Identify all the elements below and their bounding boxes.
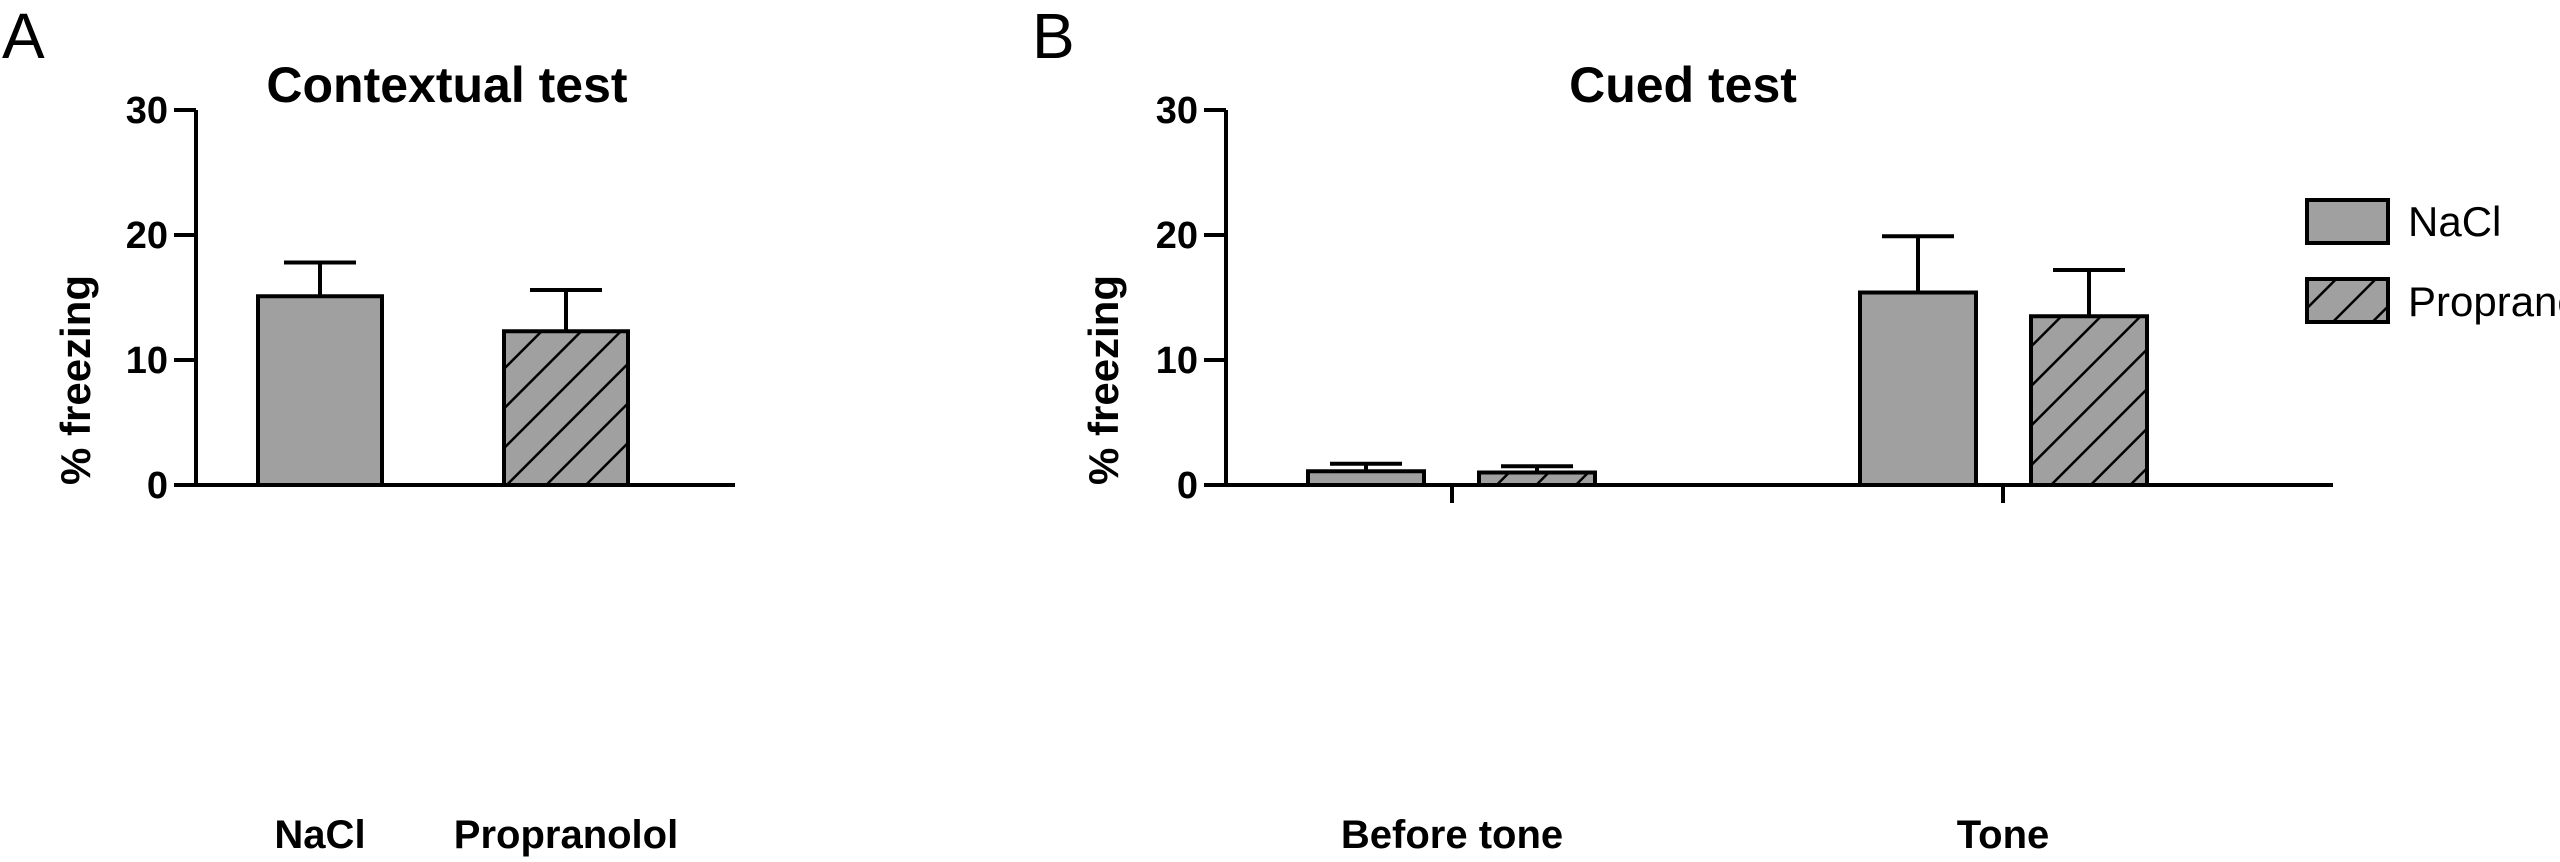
- panel-a: A Contextual test % freezing 0 10 20 30 NaCl…: [2, 0, 735, 857]
- panel-letter-a: A: [2, 0, 45, 72]
- x-tick-label: Before tone: [1341, 813, 1563, 857]
- y-axis-label-a: % freezing: [52, 275, 99, 485]
- bar-propranolol-before-tone: [1477, 470, 1597, 487]
- y-tick-label: 0: [147, 465, 168, 507]
- y-tick-label: 10: [126, 340, 168, 382]
- y-tick-label: 10: [1156, 340, 1198, 382]
- y-tick-label: 20: [1156, 215, 1198, 257]
- legend-label-nacl: NaCl: [2408, 198, 2501, 245]
- bar-nacl-tone: [1858, 290, 1978, 487]
- y-tick-label: 0: [1177, 465, 1198, 507]
- panel-b: B Cued test % freezing 0 10 20 30 Before ton…: [1032, 0, 2333, 857]
- legend-swatch-nacl: [2305, 198, 2390, 245]
- bars-a: [256, 260, 630, 487]
- x-tick-label: NaCl: [274, 813, 365, 857]
- legend: NaCl Propranolol: [2305, 198, 2560, 325]
- panel-letter-b: B: [1032, 0, 1075, 72]
- bars-b: [1306, 234, 2149, 487]
- y-tick-label: 20: [126, 215, 168, 257]
- y-axis-label-b: % freezing: [1080, 275, 1127, 485]
- bar-nacl: [256, 294, 384, 487]
- chart-title-a: Contextual test: [266, 57, 628, 113]
- x-tick-label: Propranolol: [454, 813, 678, 857]
- bar-propranolol: [502, 329, 630, 487]
- chart-title-b: Cued test: [1569, 57, 1797, 113]
- bar-nacl-before-tone: [1306, 469, 1426, 487]
- y-tick-label: 30: [126, 90, 168, 132]
- y-tick-label: 30: [1156, 90, 1198, 132]
- axes-a: 0 10 20 30 NaCl Propranolol: [126, 90, 735, 857]
- bar-propranolol-tone: [2029, 314, 2149, 487]
- legend-swatch-propranolol: [2305, 277, 2390, 324]
- legend-label-propranolol: Propranolol: [2408, 278, 2560, 325]
- x-tick-label: Tone: [1957, 813, 2050, 857]
